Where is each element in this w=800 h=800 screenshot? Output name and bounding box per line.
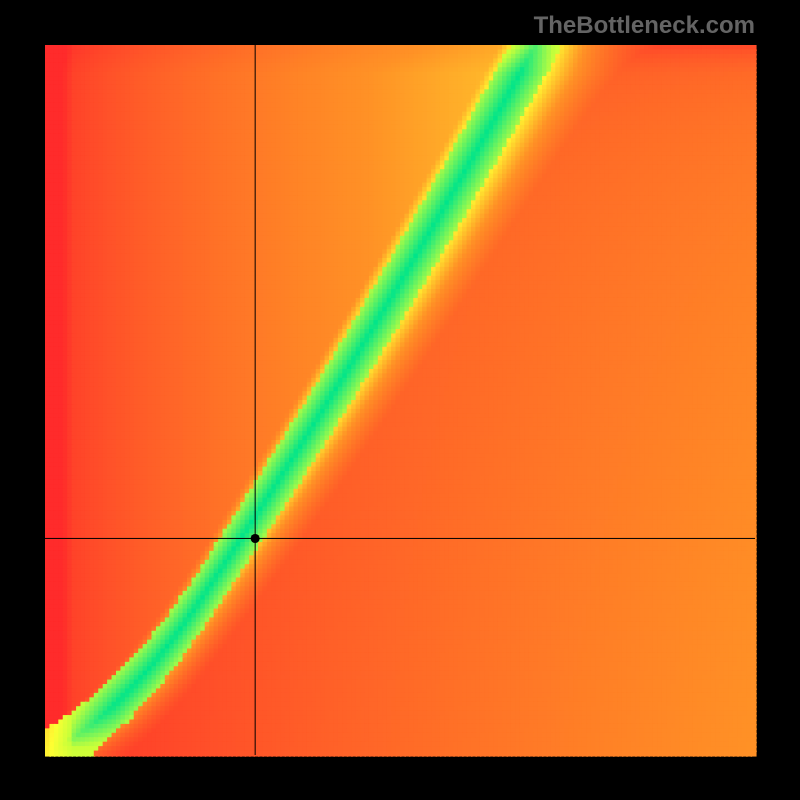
bottleneck-heatmap: [0, 0, 800, 800]
watermark-text: TheBottleneck.com: [534, 12, 755, 40]
chart-container: TheBottleneck.com: [0, 0, 800, 800]
